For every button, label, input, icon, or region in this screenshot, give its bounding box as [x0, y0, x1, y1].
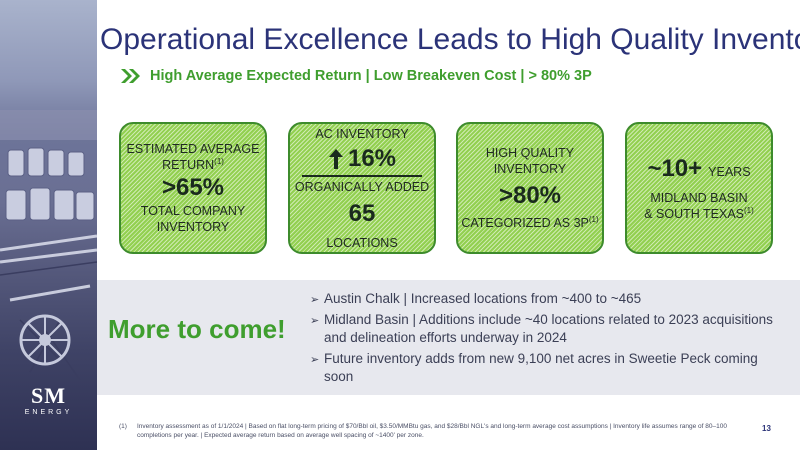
arrow-bullet-icon: ➢: [310, 315, 320, 327]
list-item: ➢ Austin Chalk | Increased locations from…: [310, 290, 790, 308]
card-metric: 16%: [347, 144, 397, 172]
list-item: ➢ Future inventory adds from new 9,100 ne…: [310, 351, 758, 384]
page-title: Operational Excellence Leads to High Qua…: [100, 23, 800, 56]
card-metric: ~10+: [647, 155, 703, 182]
card-ac-inventory: AC INVENTORY 16% ORGANICALLY ADDED 65 LO…: [288, 122, 436, 254]
subtitle-text: High Average Expected Return | Low Break…: [150, 68, 592, 84]
double-chevron-icon: [121, 69, 140, 83]
more-to-come-band: [97, 280, 800, 395]
card-metric: >65%: [161, 174, 225, 201]
arrow-bullet-icon: ➢: [310, 354, 320, 366]
footnote: (1) Inventory assessment as of 1/1/2024 …: [119, 423, 727, 439]
oilfield-photo: SM ENERGY: [0, 0, 97, 450]
sm-energy-logo: SM ENERGY: [24, 383, 73, 417]
card-years-inventory: ~10+ YEARS MIDLAND BASIN & SOUTH TEXAS(1…: [625, 122, 773, 254]
up-arrow-icon: [328, 148, 343, 169]
card-high-quality-inventory: HIGH QUALITY INVENTORY >80% CATEGORIZED …: [456, 122, 604, 254]
bullet-list: ➢ Austin Chalk | Increased locations from…: [310, 290, 790, 389]
card-metric: >80%: [498, 182, 562, 209]
card-metric-secondary: 65: [348, 199, 376, 227]
card-average-return: ESTIMATED AVERAGE RETURN(1) >65% TOTAL C…: [119, 122, 267, 254]
more-to-come-heading: More to come!: [108, 314, 286, 344]
page-number: 13: [762, 424, 771, 433]
arrow-bullet-icon: ➢: [310, 294, 320, 306]
subtitle-row: High Average Expected Return | Low Break…: [120, 66, 592, 86]
list-item: ➢ Midland Basin | Additions include ~40 l…: [310, 312, 773, 345]
